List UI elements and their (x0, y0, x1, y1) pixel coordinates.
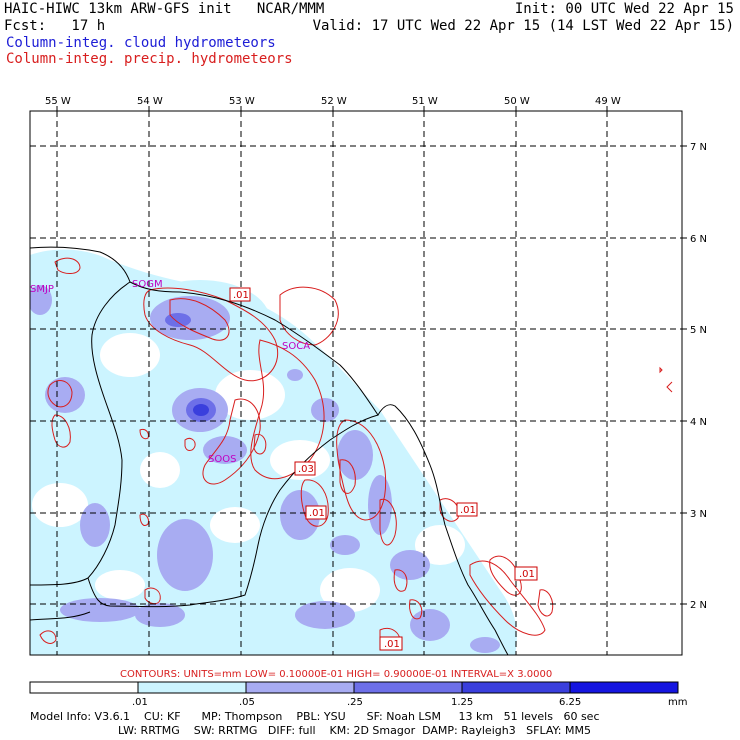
model-info-line1: Model Info: V3.6.1 CU: KF MP: Thompson P… (30, 710, 600, 723)
svg-text:.01: .01 (384, 639, 400, 650)
svg-text:.03: .03 (298, 464, 314, 475)
coastline (30, 246, 509, 655)
contour-label-4: .01 (456, 502, 478, 517)
lon-label-53w: 53 W (229, 96, 255, 107)
valid-time: Valid: 17 UTC Wed 22 Apr 15 (14 LST Wed … (312, 18, 734, 34)
cloud-gaps (32, 333, 465, 612)
colorbar-tick-1: .01 (132, 697, 148, 708)
lat-label-3n: 3 N (690, 509, 707, 520)
cloud-field-peak (193, 404, 209, 416)
lat-label-4n: 4 N (690, 417, 707, 428)
tick-marks (56, 106, 687, 605)
svg-text:.01: .01 (460, 505, 476, 516)
title-line: HAIC-HIWC 13km ARW-GFS init NCAR/MMM (4, 1, 325, 17)
lat-label-2n: 2 N (690, 600, 707, 611)
contour-label-6: .01 (379, 636, 403, 651)
station-soos: SOOS (208, 454, 236, 465)
contour-label-2: .03 (294, 461, 316, 476)
map-plot-area: SMJP SOGM SOCA SOOS .01 .03 .01 .01 .01 … (30, 111, 682, 655)
map-frame (29, 110, 683, 656)
lon-label-52w: 52 W (321, 96, 347, 107)
legend-cloud: Column-integ. cloud hydrometeors (6, 35, 276, 51)
station-sogm: SOGM (132, 279, 163, 290)
contour-label-5: .01 (514, 566, 538, 581)
lon-label-54w: 54 W (137, 96, 163, 107)
contour-label-1: .01 (229, 287, 251, 302)
station-smjp: SMJP (30, 284, 54, 295)
legend-precip: Column-integ. precip. hydrometeors (6, 51, 293, 67)
lon-label-55w: 55 W (45, 96, 71, 107)
colorbar (29, 681, 679, 694)
colorbar-tick-4: 1.25 (451, 697, 473, 708)
lon-label-51w: 51 W (412, 96, 438, 107)
precip-contours (39, 257, 673, 650)
contour-label-3: .01 (305, 505, 327, 520)
lat-lon-grid (30, 111, 682, 655)
svg-text:.01: .01 (233, 290, 249, 301)
init-time: Init: 00 UTC Wed 22 Apr 15 (514, 1, 734, 17)
colorbar-tick-3: .25 (347, 697, 363, 708)
colorbar-unit: mm (668, 697, 687, 708)
colorbar-tick-2: .05 (239, 697, 255, 708)
colorbar-tick-5: 6.25 (559, 697, 581, 708)
forecast-hour: Fcst: 17 h (4, 18, 106, 34)
lon-label-50w: 50 W (504, 96, 530, 107)
lat-label-5n: 5 N (690, 325, 707, 336)
lon-label-49w: 49 W (595, 96, 621, 107)
svg-text:.01: .01 (309, 508, 325, 519)
lat-label-6n: 6 N (690, 234, 707, 245)
station-soca: SOCA (282, 341, 310, 352)
model-info-line2: LW: RRTMG SW: RRTMG DIFF: full KM: 2D Sm… (118, 724, 591, 737)
contours-info: CONTOURS: UNITS=mm LOW= 0.10000E-01 HIGH… (120, 669, 552, 680)
svg-text:.01: .01 (519, 569, 535, 580)
lat-label-7n: 7 N (690, 142, 707, 153)
